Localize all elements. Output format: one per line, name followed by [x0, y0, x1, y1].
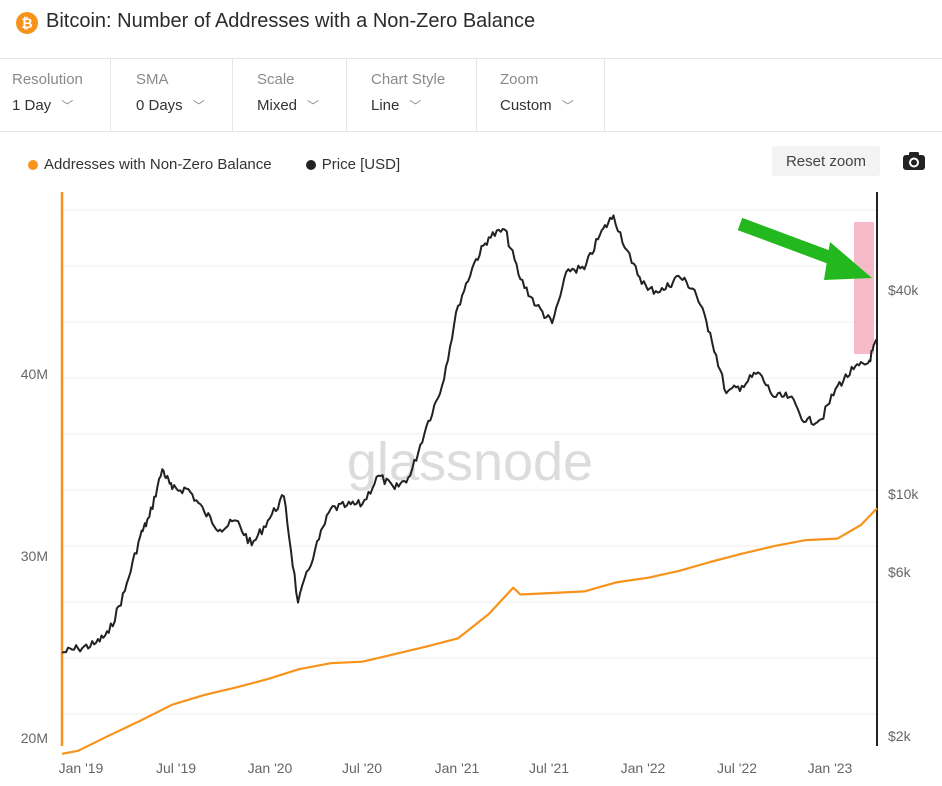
legend-label-price: Price [USD]: [321, 156, 401, 173]
zoom-select[interactable]: Zoom Custom ﹀: [477, 59, 605, 131]
controls-bar: Resolution 1 Day ﹀ SMA 0 Days ﹀ Scale Mixe…: [0, 58, 942, 132]
chart-style-value: Line: [371, 97, 400, 114]
left-tick-label: 40M: [21, 366, 48, 382]
series-line-addresses: [61, 507, 878, 755]
chevron-down-icon: ﹀: [61, 99, 74, 113]
sma-label: SMA: [136, 71, 169, 88]
x-tick-label: Jan '22: [621, 760, 666, 776]
sma-value: 0 Days: [136, 97, 183, 114]
chevron-down-icon: ﹀: [192, 99, 205, 113]
series-line-price: [61, 214, 878, 654]
orange-dot-icon: [28, 159, 38, 170]
chart-style-label: Chart Style: [371, 71, 446, 88]
watermark: glassnode: [347, 432, 593, 492]
legend-label-addresses: Addresses with Non-Zero Balance: [44, 156, 272, 173]
chevron-down-icon: ﹀: [561, 99, 574, 113]
x-tick-label: Jul '19: [156, 760, 196, 776]
black-dot-icon: [305, 159, 316, 170]
left-tick-label: 30M: [21, 548, 48, 564]
divider: [476, 59, 477, 131]
x-tick-label: Jan '20: [248, 760, 293, 776]
page-title: Bitcoin: Number of Addresses with a Non-…: [46, 10, 536, 32]
grid-lines: [62, 209, 877, 715]
x-tick-label: Jan '23: [808, 760, 853, 776]
right-tick-label: $6k: [888, 564, 912, 580]
legend-item-price[interactable]: Price [USD]: [305, 156, 401, 173]
header: ₿ Bitcoin: Number of Addresses with a No…: [0, 0, 942, 48]
highlight-box: [854, 222, 874, 354]
right-tick-label: $10k: [888, 486, 919, 502]
divider: [110, 59, 111, 131]
resolution-select[interactable]: Resolution 1 Day ﹀: [0, 59, 111, 131]
axis-labels: 20M 30M 40M $2k $6k $10k $40k Jan '19 Jul '19 Jan…: [21, 282, 920, 776]
chevron-down-icon: ﹀: [307, 99, 320, 113]
resolution-label: Resolution: [12, 71, 83, 88]
right-tick-label: $2k: [888, 728, 912, 744]
bitcoin-icon: ₿: [16, 12, 38, 34]
x-tick-label: Jan '21: [435, 760, 480, 776]
zoom-label: Zoom: [500, 71, 539, 88]
chevron-down-icon: ﹀: [409, 99, 422, 113]
x-tick-label: Jul '21: [529, 760, 569, 776]
x-tick-label: Jan '19: [59, 760, 104, 776]
divider: [346, 59, 347, 131]
sma-select[interactable]: SMA 0 Days ﹀: [111, 59, 233, 131]
right-tick-label: $40k: [888, 282, 919, 298]
x-tick-label: Jul '22: [717, 760, 757, 776]
scale-label: Scale: [257, 71, 295, 88]
scale-value: Mixed: [257, 97, 298, 114]
scale-select[interactable]: Scale Mixed ﹀: [233, 59, 347, 131]
chart-legend: Addresses with Non-Zero Balance Price [U…: [28, 156, 430, 174]
chart-style-select[interactable]: Chart Style Line ﹀: [347, 59, 477, 131]
chart-area: glassnode 20M 30M 40M $2k $6k $10k $40k Jan '19…: [21, 192, 920, 776]
divider: [604, 59, 605, 131]
legend-item-addresses[interactable]: Addresses with Non-Zero Balance: [28, 156, 272, 173]
green-arrow-icon: [737, 217, 872, 280]
left-tick-label: 20M: [21, 730, 48, 746]
camera-icon[interactable]: [902, 150, 926, 172]
resolution-value: 1 Day: [12, 97, 52, 114]
x-tick-label: Jul '20: [342, 760, 382, 776]
zoom-value: Custom: [500, 97, 552, 114]
divider: [232, 59, 233, 131]
reset-zoom-button[interactable]: Reset zoom: [772, 146, 880, 176]
